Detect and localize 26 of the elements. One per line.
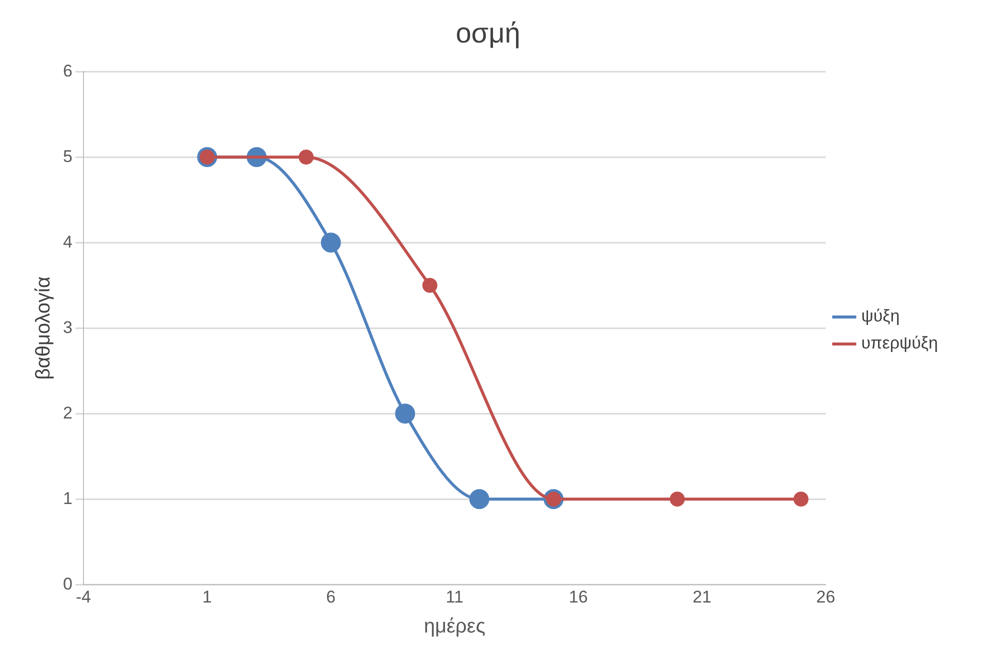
point xyxy=(395,404,416,424)
x-tick-label: 1 xyxy=(202,587,212,606)
point xyxy=(320,232,341,253)
legend-label: υπερψύξη xyxy=(861,334,938,353)
point xyxy=(469,489,490,510)
point xyxy=(298,150,314,165)
x-tick-label: 26 xyxy=(816,587,836,606)
x-tick-label: 21 xyxy=(692,587,712,606)
y-tick-label: 5 xyxy=(62,146,72,166)
y-tick-label: 3 xyxy=(62,318,72,337)
point xyxy=(422,278,438,293)
point xyxy=(794,492,808,507)
x-tick-label: 11 xyxy=(446,587,464,606)
x-tick-label: 6 xyxy=(326,587,336,606)
y-tick-label: 0 xyxy=(62,574,72,594)
y-tick-label: 2 xyxy=(62,403,72,422)
y-tick-label: 1 xyxy=(62,488,72,508)
x-tick-label: 16 xyxy=(568,587,588,606)
legend-label: ψύξη xyxy=(861,306,900,326)
x-axis-title: ημέρες xyxy=(424,616,486,638)
y-tick-label: 6 xyxy=(62,61,72,80)
chart-title: οσμή xyxy=(456,18,520,49)
y-axis-title: βαθμολογία xyxy=(32,276,55,380)
x-tick-label: -4 xyxy=(76,587,92,606)
point xyxy=(670,492,685,507)
y-tick-label: 4 xyxy=(62,232,72,252)
